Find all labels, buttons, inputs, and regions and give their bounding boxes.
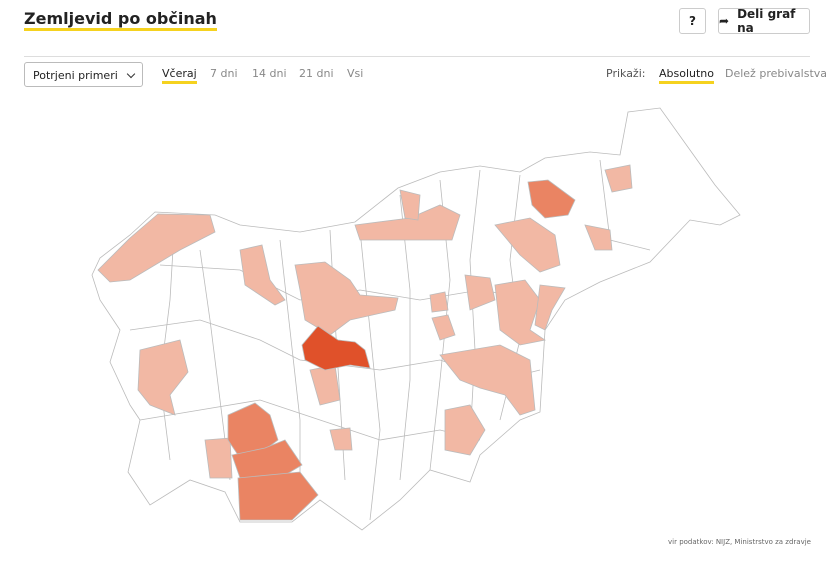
municipality-light <box>97 164 633 479</box>
period-tab[interactable]: 7 dni <box>210 67 238 80</box>
share-button[interactable]: ➦ Deli graf na <box>718 7 810 35</box>
period-tab[interactable]: 21 dni <box>299 67 334 80</box>
map <box>91 107 741 531</box>
period-tab[interactable]: 14 dni <box>252 67 287 80</box>
country-outline <box>91 107 741 531</box>
share-label: Deli graf na <box>737 7 796 35</box>
title: Zemljevid po občinah <box>24 10 217 31</box>
metric-select[interactable]: Potrjeni primeri <box>24 62 143 87</box>
share-icon: ➦ <box>719 14 730 28</box>
period-tab[interactable]: Včeraj <box>162 67 197 84</box>
mode-tab[interactable]: Delež prebivalstva <box>725 67 828 80</box>
show-label: Prikaži: <box>606 67 646 80</box>
mode-tab[interactable]: Absolutno <box>659 67 715 84</box>
source-note: vir podatkov: NIJZ, Ministrstvo za zdrav… <box>668 538 811 546</box>
period-tab[interactable]: Vsi <box>347 67 364 80</box>
help-button[interactable]: ? <box>679 8 706 34</box>
municipality-medium <box>227 179 576 521</box>
municipality-high <box>301 325 371 371</box>
divider <box>24 56 810 57</box>
